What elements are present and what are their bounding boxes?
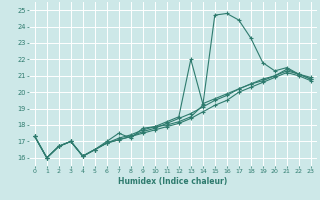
X-axis label: Humidex (Indice chaleur): Humidex (Indice chaleur) bbox=[118, 177, 228, 186]
